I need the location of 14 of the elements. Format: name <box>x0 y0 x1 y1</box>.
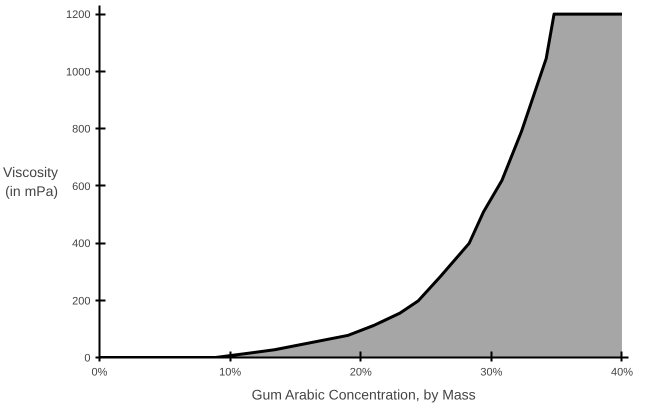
x-tick-label: 40% <box>610 366 634 378</box>
x-tick-label: 10% <box>219 366 242 378</box>
y-tick-label: 200 <box>72 295 91 308</box>
y-tick-label: 600 <box>72 180 91 193</box>
y-axis-title: Viscosity (in mPa) <box>3 164 58 200</box>
x-axis-title: Gum Arabic Concentration, by Mass <box>252 386 476 402</box>
x-tick-label: 20% <box>350 366 372 378</box>
y-tick-label: 400 <box>72 238 91 250</box>
x-tick-label: 0% <box>92 366 108 378</box>
y-tick-label: 800 <box>72 124 91 136</box>
x-tick-label: 30% <box>480 366 503 378</box>
y-tick-label: 1000 <box>66 66 91 78</box>
y-tick-label: 0 <box>84 352 91 364</box>
y-tick-label: 1200 <box>66 9 91 22</box>
